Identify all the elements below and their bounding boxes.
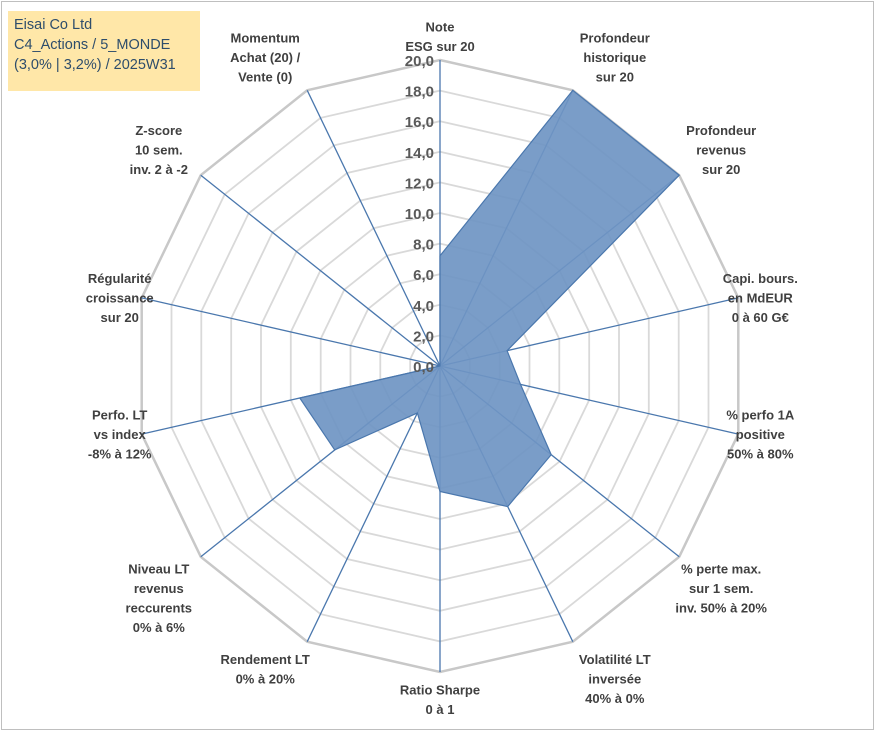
axis-label-line: revenus xyxy=(134,581,184,596)
axis-label-line: Vente (0) xyxy=(238,69,292,84)
axis-label-line: Achat (20) / xyxy=(230,50,300,65)
axis-label-4: Capi. bours. en MdEUR 0 à 60 G€ xyxy=(723,271,798,325)
axis-label-7: Volatilité LT inversée 40% à 0% xyxy=(579,652,651,706)
info-box: Eisai Co Ltd C4_Actions / 5_MONDE (3,0% … xyxy=(8,11,200,91)
axis-label-line: Capi. bours. xyxy=(723,271,798,286)
tick-label: 6,0 xyxy=(413,267,434,284)
axis-label-line: Niveau LT xyxy=(128,561,189,576)
axis-label-10: Niveau LT revenus reccurents 0% à 6% xyxy=(126,561,192,635)
axis-label-line: reccurents xyxy=(126,600,192,615)
tick-label: 0,0 xyxy=(413,359,434,376)
axis-label-line: Perfo. LT xyxy=(92,407,147,422)
axis-label-line: inv. 50% à 20% xyxy=(675,600,767,615)
tick-label: 2,0 xyxy=(413,328,434,345)
axis-labels: Note ESG sur 20 Profondeur historique sur 20… xyxy=(86,20,798,718)
tick-label: 18,0 xyxy=(405,84,434,101)
axis-label-1: Note ESG sur 20 xyxy=(405,20,474,55)
axis-label-line: historique xyxy=(583,50,646,65)
axis-label-line: 50% à 80% xyxy=(727,446,794,461)
axis-label-8: Ratio Sharpe 0 à 1 xyxy=(400,683,480,718)
axis-label-6: % perte max. sur 1 sem. inv. 50% à 20% xyxy=(675,561,767,615)
axis-label-line: sur 20 xyxy=(101,310,139,325)
axis-label-5: % perfo 1A positive 50% à 80% xyxy=(726,407,795,461)
axis-label-line: sur 1 sem. xyxy=(689,581,753,596)
axis-label-12: Régularité croissance sur 20 xyxy=(86,271,154,325)
axis-label-line: positive xyxy=(736,427,785,442)
axis-label-line: 0 à 60 G€ xyxy=(732,310,789,325)
tick-label: 8,0 xyxy=(413,237,434,254)
axis-label-line: 10 sem. xyxy=(135,143,183,158)
axis-label-line: 0 à 1 xyxy=(426,702,455,717)
tick-label: 16,0 xyxy=(405,114,434,131)
weights-week-label: (3,0% | 3,2%) / 2025W31 xyxy=(14,57,176,73)
portfolio-label: C4_Actions / 5_MONDE xyxy=(14,37,171,53)
axis-label-line: vs index xyxy=(94,427,147,442)
tick-label: 20,0 xyxy=(405,53,434,70)
axis-label-line: -8% à 12% xyxy=(88,446,152,461)
axis-label-line: Régularité xyxy=(88,271,152,286)
axis-label-line: inversée xyxy=(588,672,641,687)
axis-label-line: 40% à 0% xyxy=(585,691,645,706)
tick-label: 14,0 xyxy=(405,145,434,162)
axis-spoke xyxy=(200,174,441,367)
axis-label-line: 0% à 6% xyxy=(133,620,185,635)
axis-label-line: Profondeur xyxy=(580,30,650,45)
company-name: Eisai Co Ltd xyxy=(14,17,93,33)
axis-label-line: inv. 2 à -2 xyxy=(130,162,188,177)
axis-label-line: sur 20 xyxy=(596,69,634,84)
axis-label-14: Momentum Achat (20) / Vente (0) xyxy=(230,30,300,84)
axis-label-line: Volatilité LT xyxy=(579,652,651,667)
axis-label-line: Profondeur xyxy=(686,123,756,138)
axis-label-line: sur 20 xyxy=(702,162,740,177)
axis-label-line: revenus xyxy=(696,143,746,158)
axis-label-line: Rendement LT xyxy=(221,652,310,667)
axis-label-13: Z-score 10 sem. inv. 2 à -2 xyxy=(130,123,188,177)
series-area xyxy=(298,89,681,508)
axis-label-line: % perte max. xyxy=(681,561,761,576)
axis-label-line: croissance xyxy=(86,291,154,306)
axis-label-9: Rendement LT 0% à 20% xyxy=(221,652,310,687)
axis-label-11: Perfo. LT vs index -8% à 12% xyxy=(88,407,152,461)
tick-label: 4,0 xyxy=(413,298,434,315)
axis-label-line: Z-score xyxy=(135,123,182,138)
axis-label-line: Note xyxy=(426,20,455,35)
axis-spoke xyxy=(306,90,441,367)
axis-label-2: Profondeur historique sur 20 xyxy=(580,30,650,84)
axis-label-line: ESG sur 20 xyxy=(405,39,474,54)
tick-labels: 0,0 2,0 4,0 6,0 8,0 10,0 12,0 14,0 16,0 18,0 20,0 xyxy=(405,53,434,376)
axis-label-line: Ratio Sharpe xyxy=(400,683,480,698)
axis-label-line: en MdEUR xyxy=(728,291,794,306)
tick-label: 12,0 xyxy=(405,175,434,192)
axis-label-line: % perfo 1A xyxy=(726,407,795,422)
series-layer xyxy=(298,89,681,508)
axis-label-line: Momentum xyxy=(231,30,300,45)
axis-label-3: Profondeur revenus sur 20 xyxy=(686,123,756,177)
axis-spoke xyxy=(141,297,441,367)
axis-label-line: 0% à 20% xyxy=(236,672,296,687)
tick-label: 10,0 xyxy=(405,206,434,223)
